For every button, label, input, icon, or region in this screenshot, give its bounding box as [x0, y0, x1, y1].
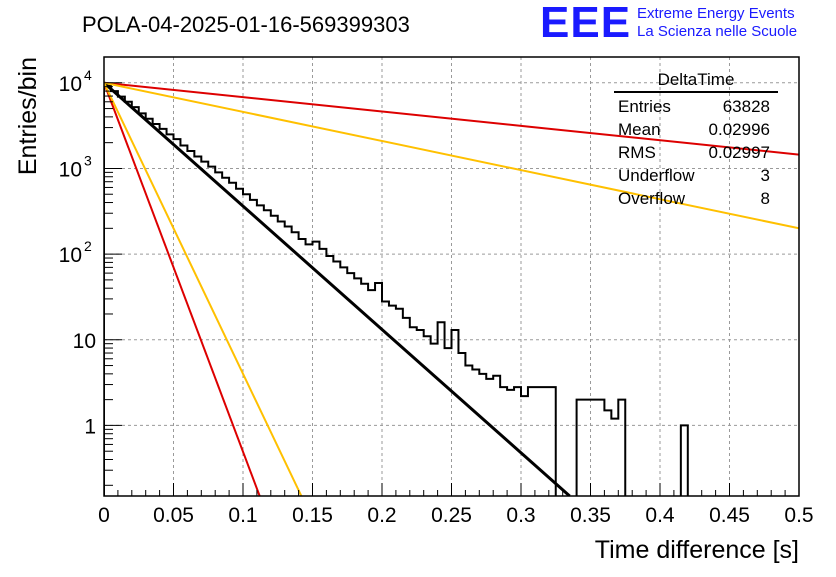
x-axis-title: Time difference [s]	[595, 536, 799, 564]
stat-row-entries: Entries 63828	[612, 95, 780, 118]
fit-line-4	[104, 81, 799, 230]
y-tick-exponent: 4	[84, 67, 92, 83]
stat-value: 3	[760, 166, 770, 185]
y-tick-exponent: 3	[84, 152, 92, 168]
stat-label: Entries	[618, 97, 671, 116]
y-tick-label: 10	[59, 244, 82, 267]
x-tick-label: 0.3	[506, 504, 535, 527]
x-tick-label: 0	[98, 504, 110, 527]
stat-label: RMS	[618, 143, 656, 162]
histogram-series	[104, 84, 689, 496]
x-tick-label: 0.15	[292, 504, 333, 527]
fit-line-0	[104, 81, 571, 496]
stat-label: Overflow	[618, 189, 686, 208]
stat-value: 8	[760, 189, 770, 208]
stat-row-underflow: Underflow 3	[612, 164, 780, 187]
y-tick-label: 10	[59, 158, 82, 181]
x-tick-label: 0.25	[431, 504, 472, 527]
x-tick-label: 0.1	[228, 504, 257, 527]
stat-row-overflow: Overflow 8	[612, 187, 780, 210]
stat-row-mean: Mean 0.02996	[612, 118, 780, 141]
y-tick-label: 1	[84, 415, 96, 438]
stats-title: DeltaTime	[614, 70, 778, 93]
eee-tagline-2: La Scienza nelle Scuole	[637, 23, 798, 40]
y-tick-label: 10	[73, 330, 96, 353]
x-tick-label: 0.4	[645, 504, 675, 527]
stat-value: 0.02997	[708, 143, 770, 162]
stat-value: 63828	[722, 97, 770, 116]
x-tick-label: 0.35	[570, 504, 611, 527]
eee-logo: EEE	[540, 0, 632, 47]
stats-box: DeltaTime Entries 63828 Mean 0.02996 RMS…	[612, 70, 780, 210]
x-tick-label: 0.5	[784, 504, 813, 527]
stat-value: 0.02996	[708, 120, 770, 139]
y-tick-label: 10	[59, 73, 82, 96]
stat-label: Underflow	[618, 166, 695, 185]
x-tick-label: 0.2	[367, 504, 396, 527]
y-axis-title: Entries/bin	[14, 57, 42, 175]
fit-line-3	[104, 81, 799, 156]
stat-row-rms: RMS 0.02997	[612, 141, 780, 164]
y-tick-exponent: 2	[84, 238, 92, 254]
x-tick-label: 0.45	[709, 504, 750, 527]
fit-line-2	[104, 82, 303, 496]
fit-line-1	[104, 82, 261, 496]
stat-label: Mean	[618, 120, 661, 139]
plot-title: POLA-04-2025-01-16-569399303	[82, 12, 410, 37]
x-tick-label: 0.05	[153, 504, 194, 527]
eee-tagline-1: Extreme Energy Events	[637, 5, 795, 22]
